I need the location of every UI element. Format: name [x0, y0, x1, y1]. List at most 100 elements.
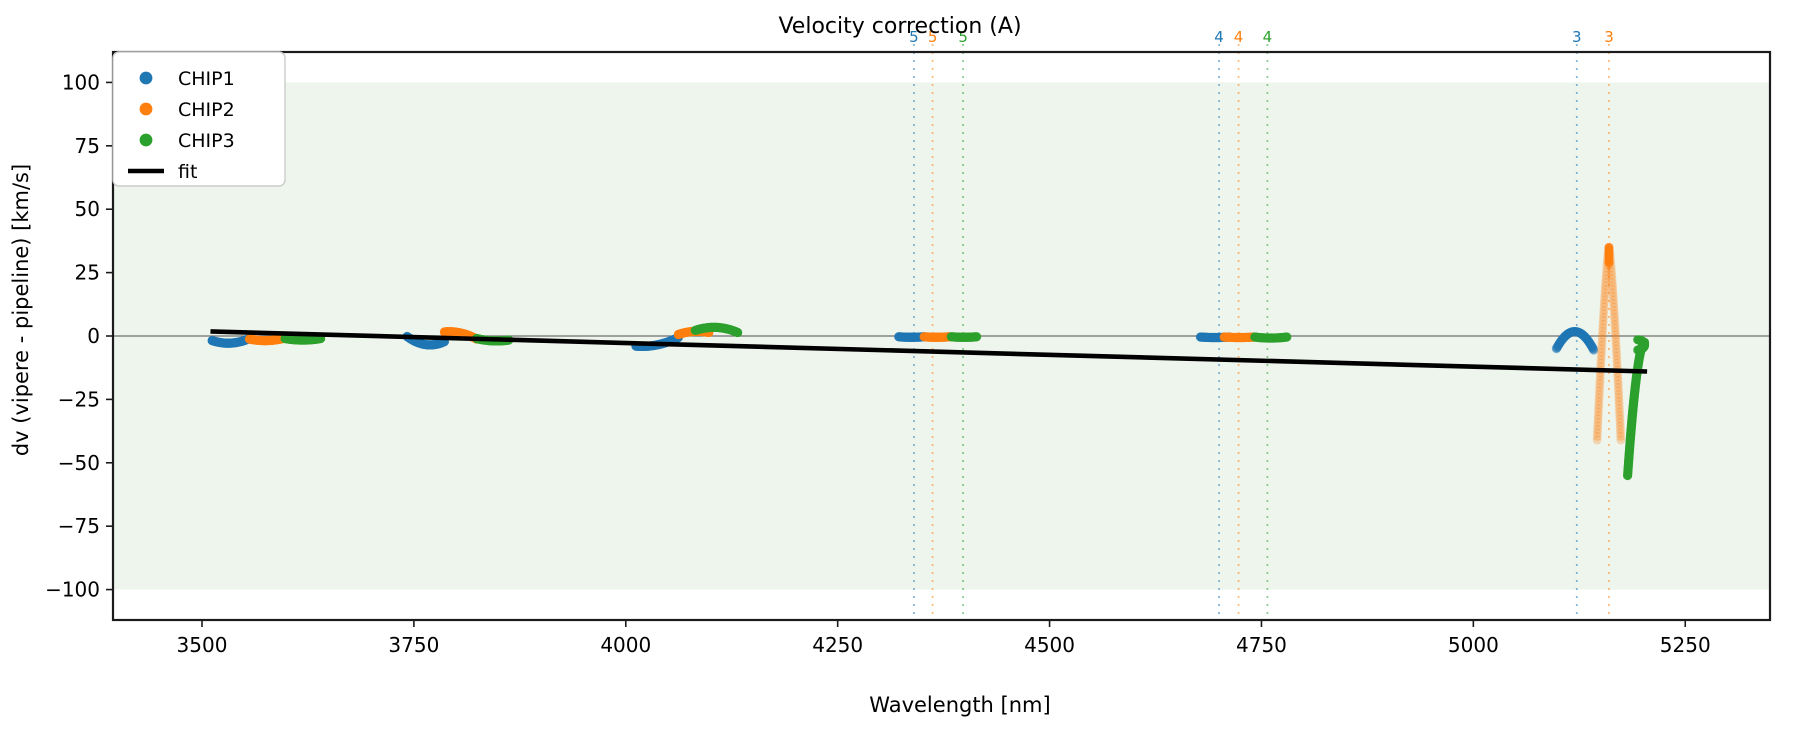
legend-label-chip3[interactable]: CHIP3 — [178, 130, 235, 152]
data-point — [1614, 400, 1624, 410]
data-point — [1615, 407, 1624, 417]
x-tick-label: 5000 — [1448, 633, 1499, 657]
data-point — [1592, 435, 1602, 445]
data-point — [1615, 414, 1625, 424]
data-point — [1593, 418, 1603, 427]
data-point — [1611, 337, 1621, 347]
y-tick-label: 100 — [62, 70, 100, 94]
data-point — [1599, 312, 1608, 322]
data-point — [1595, 379, 1605, 389]
y-tick-label: −25 — [58, 387, 100, 411]
data-point — [1615, 421, 1625, 431]
data-point — [1599, 298, 1609, 308]
order-label: 5 — [928, 28, 938, 46]
legend-box — [112, 51, 286, 187]
data-point — [1597, 344, 1607, 354]
y-axis-label: dv (vipere - pipeline) [km/s] — [9, 164, 33, 456]
data-point — [1594, 393, 1604, 403]
legend-marker-chip2 — [139, 102, 153, 116]
data-point — [1594, 407, 1603, 417]
y-tick-label: −100 — [45, 578, 100, 602]
data-point — [1593, 414, 1603, 424]
data-point — [1598, 319, 1608, 329]
data-point — [972, 332, 982, 342]
data-point — [1611, 344, 1621, 354]
data-point — [1597, 330, 1607, 340]
legend-items[interactable]: CHIP1 CHIP2 CHIP3 fit — [128, 68, 235, 183]
data-point — [1599, 309, 1609, 319]
data-point — [1593, 428, 1602, 438]
order-label: 4 — [1214, 28, 1224, 46]
data-point — [1633, 345, 1643, 355]
data-point — [1614, 393, 1624, 403]
data-point — [1593, 421, 1603, 431]
order-label: 5 — [958, 28, 968, 46]
data-point — [1614, 397, 1624, 406]
data-point — [1594, 397, 1604, 406]
data-point — [1596, 351, 1606, 361]
legend-label-fit[interactable]: fit — [178, 161, 197, 183]
data-point — [1615, 418, 1625, 427]
data-point — [1613, 383, 1623, 392]
data-point — [1616, 432, 1626, 441]
data-point — [1609, 298, 1619, 308]
x-tick-label: 3500 — [177, 633, 228, 657]
data-point — [1610, 323, 1620, 333]
data-point — [1607, 277, 1617, 287]
x-tick-label: 4250 — [812, 633, 863, 657]
data-point — [1612, 358, 1622, 368]
x-tick-label: 4000 — [600, 633, 651, 657]
data-point — [1614, 386, 1623, 396]
data-point — [1607, 267, 1616, 277]
x-tick-label: 3750 — [388, 633, 439, 657]
legend-label-chip2[interactable]: CHIP2 — [178, 99, 235, 121]
data-point — [733, 327, 743, 338]
data-point — [1608, 281, 1617, 291]
data-point — [1598, 316, 1608, 326]
order-label: 5 — [909, 28, 919, 46]
data-point — [1593, 425, 1602, 434]
data-point — [1610, 316, 1620, 326]
y-tick-label: −50 — [58, 451, 100, 475]
chart-title: Velocity correction (A) — [778, 14, 1021, 39]
x-tick-label: 4500 — [1024, 633, 1075, 657]
data-point — [1612, 354, 1622, 364]
data-points-layer — [207, 242, 1650, 481]
data-point — [1608, 284, 1618, 294]
data-point — [1598, 323, 1608, 333]
y-tick-label: 0 — [87, 324, 100, 348]
data-point — [1611, 340, 1621, 350]
data-point — [1608, 291, 1618, 301]
data-point — [1609, 302, 1619, 312]
data-point — [1610, 319, 1620, 329]
data-point — [1601, 277, 1611, 287]
data-point — [1600, 288, 1610, 298]
data-point — [1602, 267, 1611, 277]
data-point — [1604, 258, 1614, 268]
legend[interactable]: CHIP1 CHIP2 CHIP3 fit — [112, 51, 286, 187]
data-point — [1595, 386, 1604, 396]
data-point — [1623, 470, 1633, 481]
data-point — [1610, 312, 1619, 322]
data-point — [1601, 281, 1610, 291]
data-point — [1282, 332, 1292, 342]
order-label: 3 — [1572, 28, 1582, 46]
data-point — [1596, 354, 1606, 364]
x-tick-label: 5250 — [1660, 633, 1711, 657]
data-point — [1615, 425, 1625, 434]
legend-label-chip1[interactable]: CHIP1 — [178, 68, 235, 90]
data-point — [1612, 351, 1622, 361]
data-point — [1607, 270, 1617, 280]
data-point — [1611, 333, 1621, 343]
order-label: 4 — [1234, 28, 1244, 46]
data-point — [1615, 411, 1625, 420]
data-point — [1608, 288, 1618, 298]
data-point — [1616, 428, 1625, 438]
data-point — [1599, 302, 1609, 312]
data-point — [1600, 284, 1610, 294]
data-point — [1612, 347, 1621, 357]
y-tick-label: −75 — [58, 514, 100, 538]
